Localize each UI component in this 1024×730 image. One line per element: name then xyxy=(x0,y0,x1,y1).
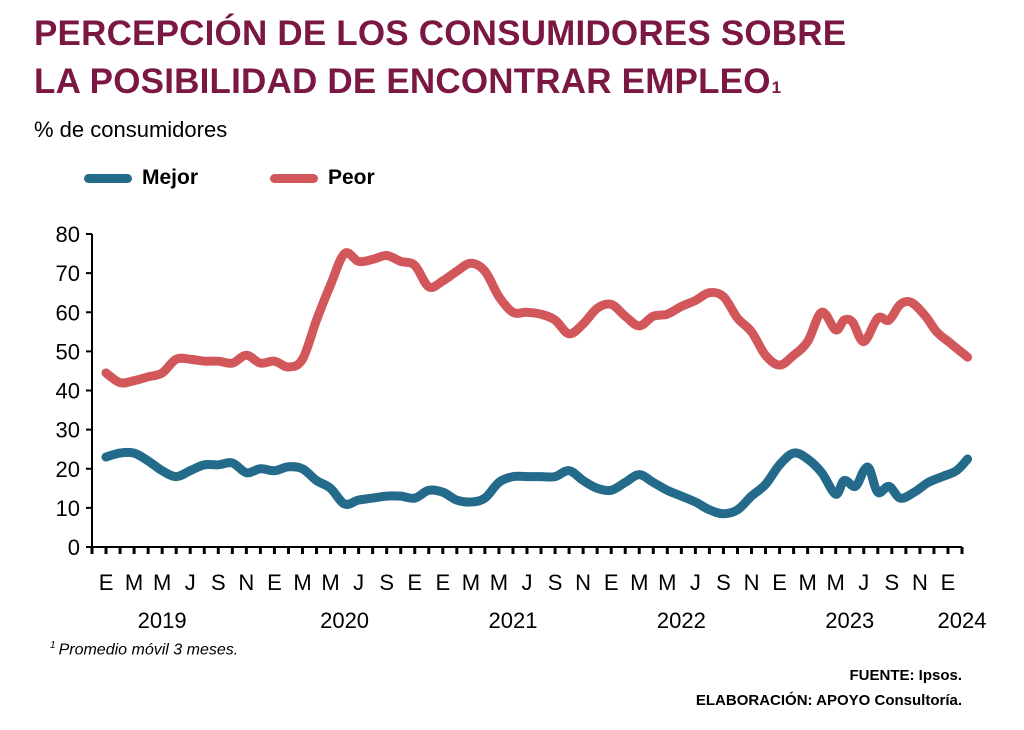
y-tick-label: 70 xyxy=(56,261,80,286)
x-tick-label: N xyxy=(912,570,928,595)
y-tick-label: 50 xyxy=(56,339,80,364)
title-line-2: LA POSIBILIDAD DE ENCONTRAR EMPLEO xyxy=(34,62,771,101)
x-tick-label: M xyxy=(827,570,845,595)
y-tick-label: 20 xyxy=(56,457,80,482)
x-tick-label: E xyxy=(772,570,787,595)
x-tick-label: E xyxy=(267,570,282,595)
x-tick-label: S xyxy=(379,570,394,595)
legend-item-peor: Peor xyxy=(270,166,375,190)
x-tick-label: E xyxy=(99,570,114,595)
legend-label-peor: Peor xyxy=(328,166,375,189)
x-tick-label: M xyxy=(125,570,143,595)
legend-label-mejor: Mejor xyxy=(142,166,199,189)
x-tick-label: M xyxy=(798,570,816,595)
title-line-1: PERCEPCIÓN DE LOS CONSUMIDORES SOBRE xyxy=(34,14,847,53)
y-tick-label: 0 xyxy=(68,535,80,560)
x-year-label: 2024 xyxy=(938,608,987,633)
y-tick-label: 40 xyxy=(56,379,80,404)
x-tick-label: M xyxy=(462,570,480,595)
series-line-mejor xyxy=(101,447,973,519)
source-text: FUENTE: Ipsos. xyxy=(849,667,962,684)
x-year-label: 2021 xyxy=(488,608,537,633)
x-tick-label: E xyxy=(435,570,450,595)
footnote-mark: 1 xyxy=(50,640,56,651)
x-tick-label: J xyxy=(522,570,533,595)
x-year-label: 2019 xyxy=(138,608,187,633)
series-line-peor xyxy=(101,248,973,388)
credits: FUENTE: Ipsos. ELABORACIÓN: APOYO Consul… xyxy=(696,663,962,713)
y-tick-label: 10 xyxy=(56,496,80,521)
x-tick-label: J xyxy=(185,570,196,595)
x-year-label: 2022 xyxy=(657,608,706,633)
x-tick-label: S xyxy=(211,570,226,595)
x-tick-label: M xyxy=(293,570,311,595)
x-tick-label: S xyxy=(548,570,563,595)
x-tick-label: N xyxy=(238,570,254,595)
chart-title: PERCEPCIÓN DE LOS CONSUMIDORES SOBRE LA … xyxy=(34,10,846,106)
x-year-label: 2020 xyxy=(320,608,369,633)
x-tick-label: J xyxy=(858,570,869,595)
x-tick-label: S xyxy=(884,570,899,595)
elaboration-text: ELABORACIÓN: APOYO Consultoría. xyxy=(695,692,962,709)
x-tick-label: E xyxy=(604,570,619,595)
x-tick-label: M xyxy=(153,570,171,595)
x-tick-label: M xyxy=(630,570,648,595)
legend-swatch-mejor xyxy=(84,173,132,183)
x-tick-label: M xyxy=(490,570,508,595)
x-tick-label: E xyxy=(941,570,956,595)
y-tick-label: 30 xyxy=(56,418,80,443)
legend-swatch-peor xyxy=(270,173,318,183)
x-tick-label: S xyxy=(716,570,731,595)
x-tick-label: N xyxy=(575,570,591,595)
x-year-label: 2023 xyxy=(825,608,874,633)
chart-subtitle: % de consumidores xyxy=(34,117,228,142)
legend-item-mejor: Mejor xyxy=(84,166,198,190)
x-tick-label: J xyxy=(690,570,701,595)
x-tick-label: M xyxy=(321,570,339,595)
title-footnote-mark: 1 xyxy=(771,78,782,97)
y-tick-label: 60 xyxy=(56,300,80,325)
footnote: 1 Promedio móvil 3 meses. xyxy=(50,640,238,659)
x-tick-label: J xyxy=(353,570,364,595)
x-tick-label: E xyxy=(407,570,422,595)
y-tick-label: 80 xyxy=(56,222,80,247)
x-tick-label: M xyxy=(658,570,676,595)
footnote-text: Promedio móvil 3 meses. xyxy=(58,641,239,659)
x-tick-label: N xyxy=(744,570,760,595)
